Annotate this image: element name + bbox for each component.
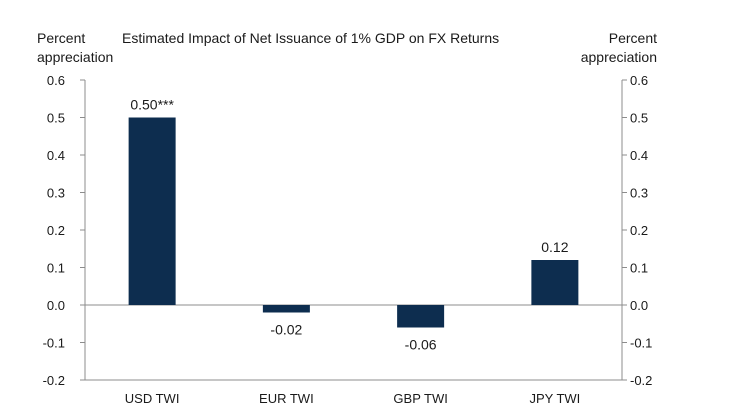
- data-label: 0.50***: [130, 97, 174, 113]
- left-tick-label: 0.6: [47, 73, 65, 88]
- right-tick-label: 0.3: [630, 186, 648, 201]
- left-tick-label: 0.3: [47, 186, 65, 201]
- right-tick-label: 0.0: [630, 298, 648, 313]
- left-tick-label: -0.1: [43, 336, 65, 351]
- bars: [128, 117, 579, 328]
- left-tick-label: 0.2: [47, 223, 65, 238]
- right-tick-label: -0.1: [630, 336, 652, 351]
- category-label: EUR TWI: [259, 391, 314, 406]
- left-axis-label-line1: Percent: [37, 30, 85, 46]
- data-label: 0.12: [541, 239, 568, 255]
- chart-title: Estimated Impact of Net Issuance of 1% G…: [122, 30, 499, 46]
- bar-eur-twi: [262, 305, 310, 313]
- data-labels: USD TWI 0.50*** EUR TWI -0.02 GBP TWI -0.06 JP…: [125, 97, 580, 407]
- left-tick-label: -0.2: [43, 373, 65, 388]
- left-axis-label-line2: appreciation: [37, 49, 113, 65]
- data-label: -0.06: [405, 337, 437, 353]
- category-label: USD TWI: [125, 391, 180, 406]
- right-axis-label-line2: appreciation: [581, 49, 657, 65]
- right-tick-label: 0.6: [630, 73, 648, 88]
- bar-usd-twi: [128, 117, 176, 305]
- right-tick-label: 0.1: [630, 261, 648, 276]
- left-tick-label: 0.1: [47, 261, 65, 276]
- right-tick-label: 0.2: [630, 223, 648, 238]
- right-tick-label: 0.4: [630, 148, 648, 163]
- right-tick-label: 0.5: [630, 111, 648, 126]
- left-tick-label: 0.0: [47, 298, 65, 313]
- right-axis-label-line1: Percent: [609, 30, 657, 46]
- category-label: JPY TWI: [529, 391, 580, 406]
- left-tick-label: 0.4: [47, 148, 65, 163]
- data-label: -0.02: [270, 322, 302, 338]
- category-label: GBP TWI: [393, 391, 447, 406]
- left-tick-label: 0.5: [47, 111, 65, 126]
- bar-jpy-twi: [531, 260, 579, 305]
- bar-gbp-twi: [397, 305, 445, 328]
- axes: -0.2 -0.2 -0.1 -0.1 0.0 0.0 0.1 0.1 0.2 0.2 0.3 0.3…: [43, 73, 653, 388]
- right-tick-label: -0.2: [630, 373, 652, 388]
